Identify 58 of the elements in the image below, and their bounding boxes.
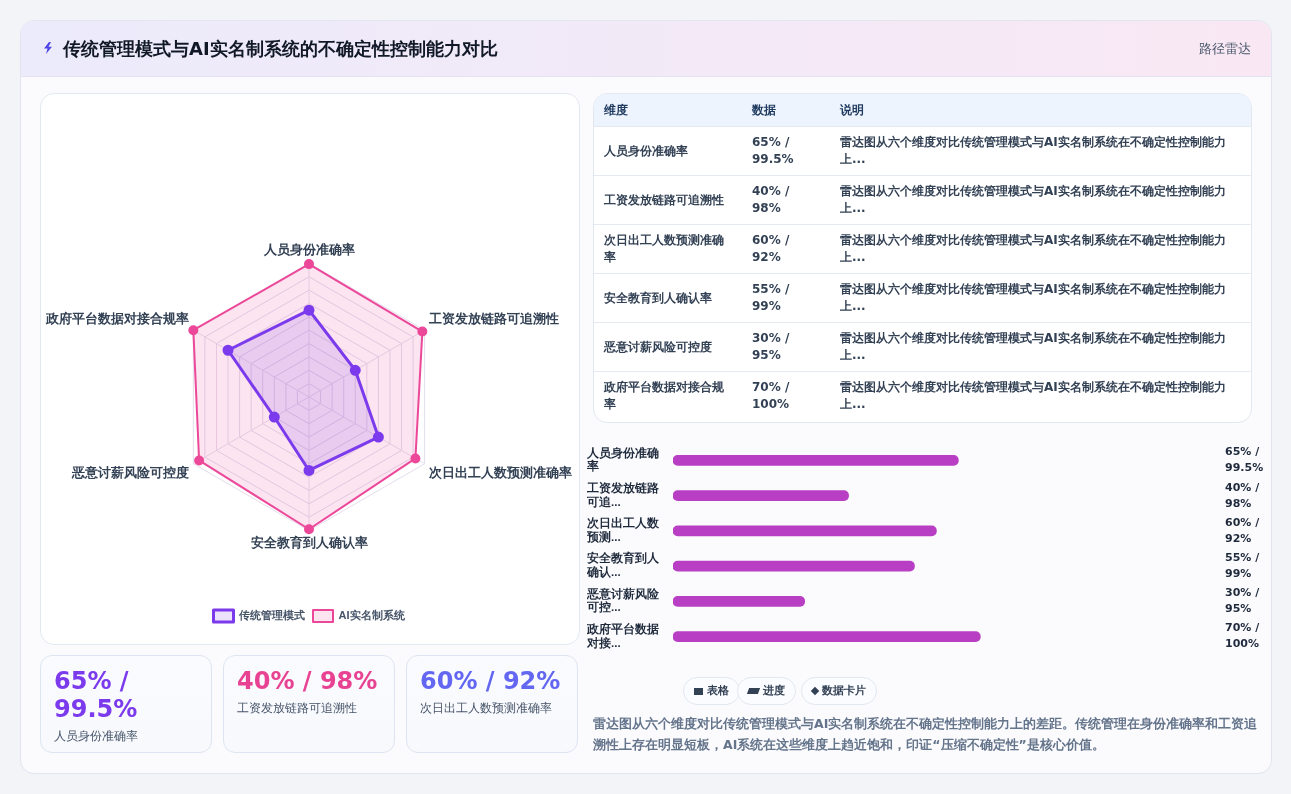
y-tick-label: 次日出工人数预测... bbox=[586, 516, 660, 543]
data-label: 70% / 100% bbox=[1225, 621, 1261, 651]
bar bbox=[673, 596, 806, 607]
category-label: 次日出工人数预测准确率 bbox=[594, 224, 742, 274]
y-tick-label: 工资发放链路可追... bbox=[586, 480, 659, 508]
spoke-label: 次日出工人数预测准确率 bbox=[429, 465, 572, 481]
text: 雷达图从六个维度对比传统管理模式与AI实名制系统在不确定性控制能力上... bbox=[830, 273, 1251, 323]
text: 路径雷达 bbox=[1199, 40, 1251, 58]
category-label: 政府平台数据对接合规率 bbox=[594, 371, 742, 420]
data-label: 30% / 95% bbox=[1225, 586, 1261, 616]
spoke-label: 工资发放链路可追溯性 bbox=[428, 311, 559, 327]
data-label: 65% / 99.5% bbox=[1225, 445, 1264, 475]
y-tick-label: 恶意讨薪风险可控... bbox=[586, 586, 660, 614]
spoke-label: 恶意讨薪风险可控度 bbox=[71, 465, 189, 481]
text: 40% / 98% bbox=[752, 184, 790, 215]
text: 维度 bbox=[594, 94, 742, 127]
spoke-label: 安全教育到人确认率 bbox=[250, 534, 368, 550]
spoke-label: 人员身份准确率 bbox=[262, 242, 355, 258]
text: 30% / 95% bbox=[752, 331, 790, 362]
text: 雷达图从六个维度对比传统管理模式与AI实名制系统在不确定性控制能力上... bbox=[830, 126, 1251, 176]
bar bbox=[673, 525, 937, 537]
legend-label: AI实名制系统 bbox=[338, 609, 406, 622]
text: 60% / 92% bbox=[420, 667, 561, 695]
data-label: 60% / 92% bbox=[1225, 515, 1261, 545]
text: 雷达图从六个维度对比传统管理模式与AI实名制系统在不确定性控制能力上... bbox=[830, 175, 1251, 225]
bar bbox=[673, 560, 915, 572]
text: 雷达图从六个维度对比传统管理模式与AI实名制系统在不确定性控制能力上... bbox=[830, 224, 1251, 274]
text: 进度 bbox=[737, 677, 796, 705]
text: 表格 bbox=[683, 677, 740, 705]
category-label: 恶意讨薪风险可控度 bbox=[594, 322, 742, 372]
bar bbox=[673, 490, 849, 501]
y-tick-label: 政府平台数据对接... bbox=[586, 621, 659, 649]
category-label: 工资发放链路可追溯性 bbox=[594, 175, 742, 225]
text: 雷达图从六个维度对比传统管理模式与AI实名制系统在不确定性控制能力上的差距。传统管理在身份准确率和工资追溯性上存在明显短板，AI系统在这些维度上趋近饱和，印证“压缩不确定性”是核心价值。 bbox=[593, 715, 1259, 754]
text: 雷达图从六个维度对比传统管理模式与AI实名制系统在不确定性控制能力上... bbox=[830, 371, 1251, 420]
category-label: 次日出工人数预测准确率 bbox=[420, 700, 553, 717]
data-label: 40% / 98% bbox=[1225, 480, 1261, 510]
text: 雷达图从六个维度对比传统管理模式与AI实名制系统在不确定性控制能力上... bbox=[830, 322, 1251, 372]
y-tick-label: 人员身份准确率 bbox=[586, 445, 659, 473]
text: 说明 bbox=[830, 94, 1251, 127]
text: 数据卡片 bbox=[801, 677, 877, 705]
bar bbox=[673, 455, 959, 466]
text: 70% / 100% bbox=[752, 380, 790, 411]
data-label: 55% / 99% bbox=[1225, 550, 1261, 580]
spoke-label: 政府平台数据对接合规率 bbox=[45, 311, 189, 327]
text: 传统管理模式与AI实名制系统的不确定性控制能力对比 bbox=[63, 37, 498, 61]
category-label: 人员身份准确率 bbox=[54, 728, 139, 745]
text: 55% / 99% bbox=[752, 282, 790, 313]
text: 65% / 99.5% bbox=[54, 667, 138, 723]
text: 40% / 98% bbox=[237, 667, 378, 695]
text: 数据 bbox=[742, 94, 830, 127]
text: 60% / 92% bbox=[752, 233, 790, 264]
category-label: 工资发放链路可追溯性 bbox=[237, 700, 358, 717]
text: 65% / 99.5% bbox=[752, 135, 794, 166]
category-label: 安全教育到人确认率 bbox=[594, 273, 742, 323]
y-tick-label: 安全教育到人确认... bbox=[586, 551, 660, 580]
legend-label: 传统管理模式 bbox=[238, 609, 305, 622]
bar bbox=[673, 631, 981, 642]
